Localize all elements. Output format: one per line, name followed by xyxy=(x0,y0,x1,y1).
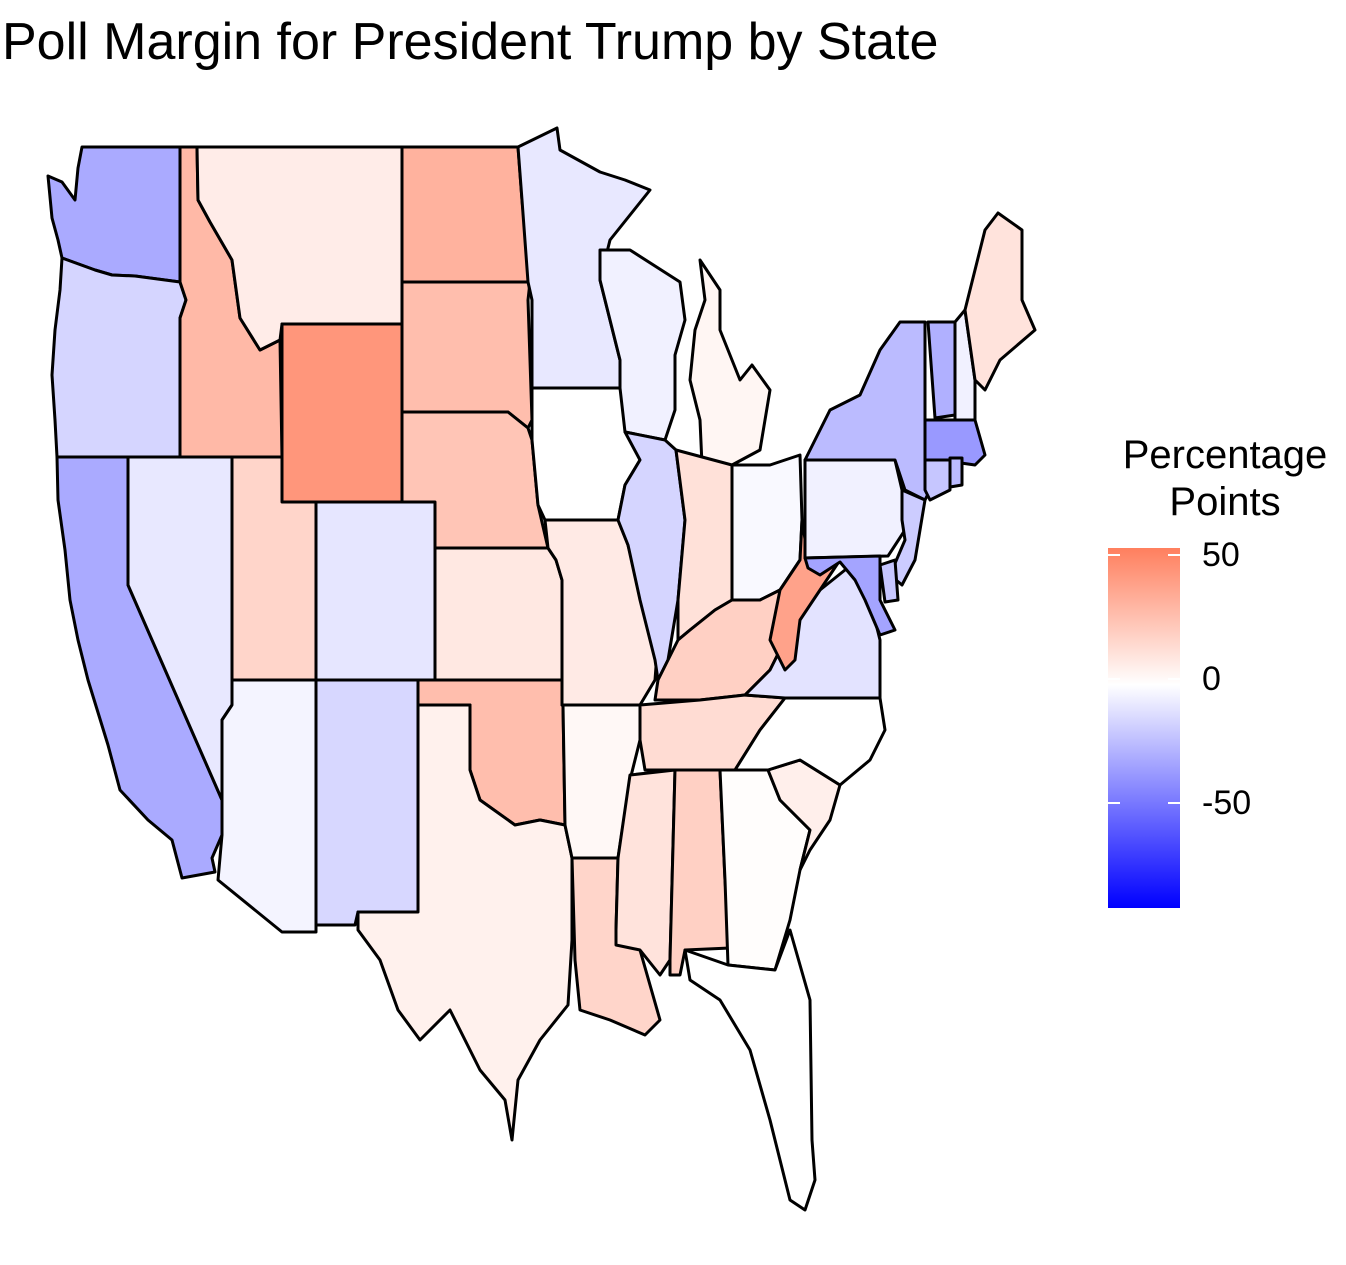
state-new-hampshire xyxy=(953,308,977,422)
state-nebraska xyxy=(400,410,550,550)
state-maryland xyxy=(803,554,897,637)
state-michigan xyxy=(688,258,772,467)
legend-title-line1: Percentage xyxy=(1122,433,1328,477)
state-wisconsin xyxy=(598,248,687,442)
map-title: Poll Margin for President Trump by State xyxy=(2,13,939,71)
state-north-dakota xyxy=(400,145,532,284)
state-connecticut xyxy=(923,458,952,502)
legend-title: Percentage Points xyxy=(1100,432,1346,526)
state-south-dakota xyxy=(400,280,534,430)
state-florida xyxy=(683,928,817,1212)
states-layer xyxy=(46,126,1037,1212)
state-arizona xyxy=(216,678,318,934)
state-new-york xyxy=(803,320,937,502)
state-colorado xyxy=(314,500,437,682)
state-pennsylvania xyxy=(803,458,907,560)
state-kansas xyxy=(433,546,564,682)
state-maine xyxy=(963,211,1037,392)
state-new-jersey xyxy=(888,488,927,587)
state-delaware xyxy=(878,558,900,604)
state-west-virginia xyxy=(768,518,842,672)
legend-tick-neg50: -50 xyxy=(1202,784,1252,822)
color-legend-bar xyxy=(1108,548,1180,908)
legend-tick-50: 50 xyxy=(1202,536,1240,574)
state-oregon xyxy=(50,256,188,459)
state-wyoming xyxy=(280,322,404,504)
state-new-mexico xyxy=(314,678,420,927)
legend-tick-0: 0 xyxy=(1202,660,1221,698)
legend-title-line2: Points xyxy=(1169,480,1281,525)
state-mississippi xyxy=(614,768,677,977)
state-rhode-island xyxy=(948,456,964,489)
state-texas xyxy=(356,703,574,1142)
state-vermont xyxy=(926,320,957,420)
